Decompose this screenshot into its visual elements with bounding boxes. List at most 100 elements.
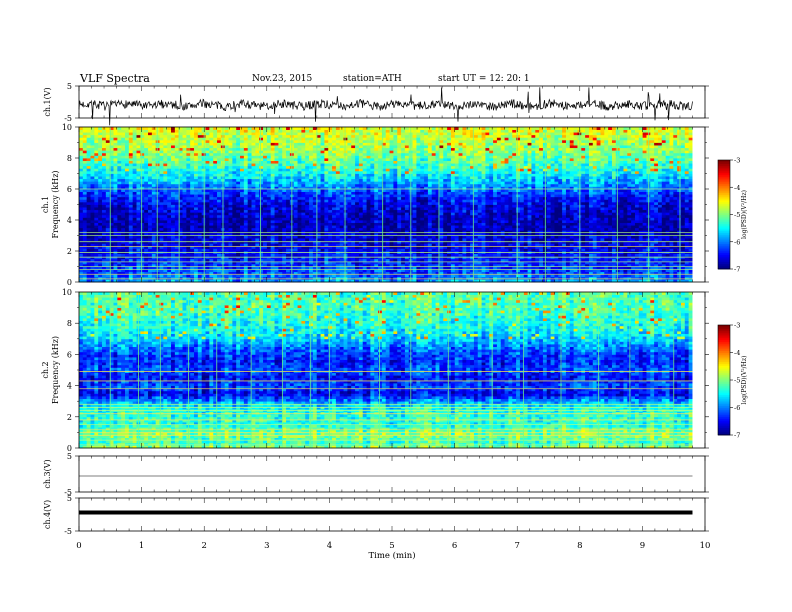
spectrogram-cell [305, 194, 309, 197]
spectrogram-cell [386, 192, 390, 195]
spectrogram-cell [309, 202, 313, 205]
spectrogram-cell [87, 163, 91, 166]
spectrogram-cell [259, 148, 263, 151]
spectrogram-cell [347, 194, 351, 197]
spectrogram-cell [137, 230, 141, 233]
spectrogram-cell [114, 202, 118, 205]
spectrogram-cell [186, 176, 190, 179]
spectrogram-cell [305, 236, 309, 239]
spectrogram-cell [236, 155, 240, 158]
spectrogram-cell [217, 130, 221, 133]
spectrogram-cell [305, 225, 309, 228]
spectrogram-cell [255, 225, 259, 228]
spectrogram-cell [102, 181, 106, 184]
spectrogram-cell [125, 202, 129, 205]
spectrogram-cell [129, 192, 133, 195]
spectrogram-cell [359, 236, 363, 239]
spectrogram-cell [129, 256, 133, 259]
spectrogram-cell [236, 145, 240, 148]
spectrogram-cell [263, 205, 267, 208]
spectrogram-cell [324, 248, 328, 251]
spectrogram-cell [183, 137, 187, 140]
spectrogram-cell [156, 137, 160, 140]
spectrogram-cell [209, 137, 213, 140]
spectrogram-cell [267, 130, 271, 133]
spectrogram-cell [370, 267, 374, 270]
spectrogram-cell [148, 137, 152, 140]
spectrogram-cell [255, 228, 259, 231]
spectrogram-cell [244, 158, 248, 161]
spectrogram-cell [374, 140, 378, 143]
spectrogram-cell [363, 179, 367, 182]
spectrogram-cell [355, 223, 359, 226]
spectrogram-cell [217, 150, 221, 153]
spectrogram-cell [213, 267, 217, 270]
spectrogram-cell [217, 179, 221, 182]
spectrogram-cell [240, 130, 244, 133]
spectrogram-cell [367, 274, 371, 277]
spectrogram-cell [232, 254, 236, 257]
spectrogram-cell [163, 163, 167, 166]
spectrogram-cell [125, 158, 129, 161]
spectrogram-cell [363, 254, 367, 257]
spectrogram-cell [167, 127, 171, 130]
spectrogram-cell [367, 267, 371, 270]
spectrogram-cell [140, 220, 144, 223]
spectrogram-cell [324, 256, 328, 259]
spectrogram-cell [94, 236, 98, 239]
spectrogram-cell [190, 197, 194, 200]
spectrogram-cell [321, 143, 325, 146]
spectrogram-cell [340, 241, 344, 244]
spectrogram-cell [355, 135, 359, 138]
spectrogram-cell [114, 189, 118, 192]
spectrogram-cell [87, 130, 91, 133]
spectrogram-cell [340, 212, 344, 215]
spectrogram-cell [263, 158, 267, 161]
spectrogram-cell [121, 132, 125, 135]
spectrogram-cell [294, 153, 298, 156]
spectrogram-cell [252, 176, 256, 179]
spectrogram-cell [240, 254, 244, 257]
spectrogram-cell [263, 220, 267, 223]
spectrogram-cell [156, 212, 160, 215]
spectrogram-cell [209, 220, 213, 223]
spectrogram-cell [194, 259, 198, 262]
spectrogram-cell [252, 220, 256, 223]
spectrogram-cell [282, 155, 286, 158]
spectrogram-cell [213, 184, 217, 187]
spectrogram-cell [378, 137, 382, 140]
spectrogram-cell [217, 259, 221, 262]
spectrogram-cell [94, 259, 98, 262]
spectrogram-cell [183, 130, 187, 133]
spectrogram-cell [183, 225, 187, 228]
spectrogram-cell [167, 192, 171, 195]
spectrogram-cell [324, 168, 328, 171]
spectrogram-cell [236, 254, 240, 257]
spectrogram-cell [347, 243, 351, 246]
spectrogram-cell [129, 189, 133, 192]
spectrogram-cell [198, 267, 202, 270]
spectrogram-cell [298, 176, 302, 179]
spectrogram-cell [298, 143, 302, 146]
spectrogram-cell [183, 197, 187, 200]
spectrogram-cell [160, 192, 164, 195]
spectrogram-cell [344, 140, 348, 143]
spectrogram-cell [390, 243, 394, 246]
spectrogram-cell [336, 137, 340, 140]
spectrogram-cell [148, 210, 152, 213]
spectrogram-cell [263, 228, 267, 231]
spectrogram-cell [275, 197, 279, 200]
spectrogram-cell [148, 254, 152, 257]
spectrogram-cell [294, 220, 298, 223]
spectrogram-cell [336, 135, 340, 138]
spectrogram-cell [206, 236, 210, 239]
spectrogram-cell [79, 217, 83, 220]
spectrogram-cell [102, 174, 106, 177]
spectrogram-cell [167, 199, 171, 202]
spectrogram-cell [252, 132, 256, 135]
spectrogram-cell [163, 199, 167, 202]
spectrogram-cell [282, 243, 286, 246]
spectrogram-cell [102, 223, 106, 226]
spectrogram-cell [217, 238, 221, 241]
spectrogram-cell [183, 153, 187, 156]
